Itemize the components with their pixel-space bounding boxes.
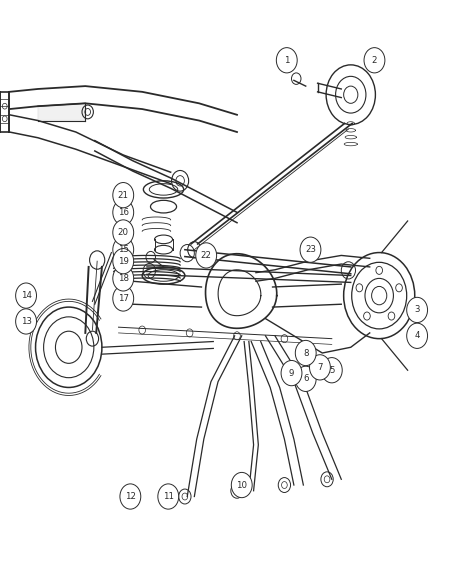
Circle shape xyxy=(113,249,134,274)
Text: 6: 6 xyxy=(303,374,309,383)
Text: 7: 7 xyxy=(317,363,323,372)
Circle shape xyxy=(16,309,36,334)
Text: 15: 15 xyxy=(118,245,129,254)
Circle shape xyxy=(300,237,321,262)
Circle shape xyxy=(321,358,342,383)
Text: 22: 22 xyxy=(201,251,212,260)
Circle shape xyxy=(276,48,297,73)
Text: 1: 1 xyxy=(284,56,290,65)
Circle shape xyxy=(16,283,36,308)
Circle shape xyxy=(196,243,217,268)
Text: 23: 23 xyxy=(305,245,316,254)
Circle shape xyxy=(407,323,428,348)
Circle shape xyxy=(295,340,316,366)
Text: 13: 13 xyxy=(20,317,32,326)
Circle shape xyxy=(281,360,302,386)
Text: 3: 3 xyxy=(414,305,420,315)
Circle shape xyxy=(113,266,134,291)
Text: 17: 17 xyxy=(118,294,129,303)
Text: 10: 10 xyxy=(236,480,247,490)
Polygon shape xyxy=(38,103,85,121)
Circle shape xyxy=(113,220,134,245)
Circle shape xyxy=(113,237,134,262)
Text: 21: 21 xyxy=(118,191,129,200)
Circle shape xyxy=(310,355,330,380)
Circle shape xyxy=(113,286,134,311)
Text: 18: 18 xyxy=(118,274,129,283)
Text: 14: 14 xyxy=(20,291,32,300)
Circle shape xyxy=(364,48,385,73)
Circle shape xyxy=(295,366,316,391)
Circle shape xyxy=(158,484,179,509)
Text: 2: 2 xyxy=(372,56,377,65)
Circle shape xyxy=(113,183,134,208)
Text: 20: 20 xyxy=(118,228,129,237)
Text: 16: 16 xyxy=(118,208,129,217)
Text: 11: 11 xyxy=(163,492,174,501)
Text: 9: 9 xyxy=(289,369,294,378)
Circle shape xyxy=(120,484,141,509)
Text: 4: 4 xyxy=(414,331,420,340)
Circle shape xyxy=(231,472,252,498)
Text: 19: 19 xyxy=(118,257,128,266)
Text: 5: 5 xyxy=(329,366,335,375)
Text: 8: 8 xyxy=(303,348,309,358)
Circle shape xyxy=(407,297,428,323)
Circle shape xyxy=(113,200,134,225)
Text: 12: 12 xyxy=(125,492,136,501)
